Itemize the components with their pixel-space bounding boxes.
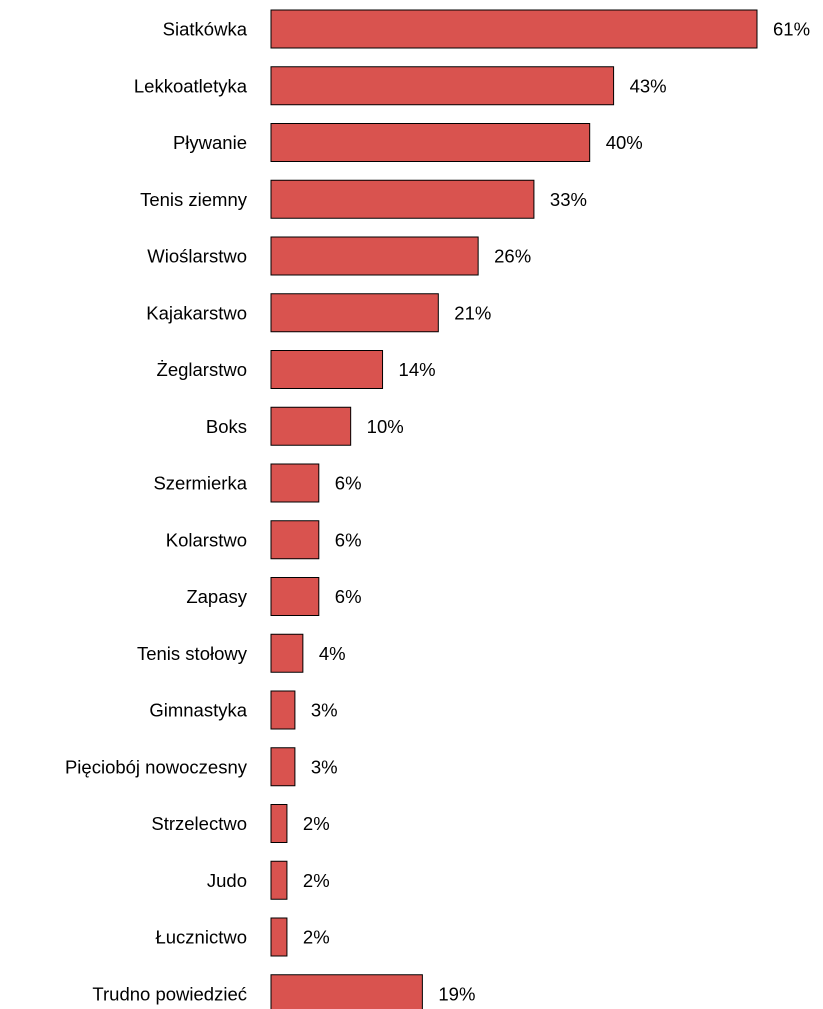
value-label: 2% — [303, 813, 330, 834]
bar — [270, 66, 615, 106]
value-label: 6% — [335, 586, 362, 607]
value-label: 33% — [550, 189, 587, 210]
category-label: Lekkoatletyka — [134, 75, 248, 96]
category-label: Pływanie — [173, 132, 247, 153]
category-labels-group: Siatkówka Lekkoatletyka Pływanie Tenis ziem… — [65, 19, 248, 1005]
value-label: 19% — [438, 983, 475, 1004]
bar — [270, 293, 439, 333]
bar — [270, 520, 320, 560]
category-label: Łucznictwo — [155, 927, 247, 948]
bar — [270, 9, 758, 49]
value-label: 21% — [454, 302, 491, 323]
value-label: 26% — [494, 246, 531, 267]
bar — [270, 236, 479, 276]
category-label: Tenis ziemny — [140, 189, 248, 210]
category-label: Strzelectwo — [151, 813, 247, 834]
bar — [270, 463, 320, 503]
value-label: 10% — [367, 416, 404, 437]
category-label: Tenis stołowy — [137, 643, 248, 664]
category-label: Gimnastyka — [149, 700, 247, 721]
bar — [270, 974, 423, 1009]
value-label: 3% — [311, 700, 338, 721]
bar — [270, 804, 288, 843]
category-label: Siatkówka — [163, 19, 248, 40]
category-label: Judo — [207, 870, 247, 891]
value-label: 4% — [319, 643, 346, 664]
bar — [270, 350, 384, 389]
value-label: 61% — [773, 19, 810, 40]
bar — [270, 690, 296, 730]
value-label: 40% — [606, 132, 643, 153]
bars-group — [270, 9, 758, 1009]
bar — [270, 747, 296, 787]
value-label: 2% — [303, 870, 330, 891]
bar — [270, 123, 591, 162]
bar — [270, 406, 352, 446]
category-label: Pięciobój nowoczesny — [65, 756, 248, 777]
category-label: Zapasy — [186, 586, 247, 607]
value-label: 6% — [335, 473, 362, 494]
value-label: 3% — [311, 756, 338, 777]
bar — [270, 917, 288, 957]
bar — [270, 633, 304, 673]
category-label: Kajakarstwo — [146, 302, 247, 323]
bar — [270, 577, 320, 616]
value-label: 6% — [335, 529, 362, 550]
value-label: 43% — [630, 75, 667, 96]
category-label: Szermierka — [153, 473, 247, 494]
category-label: Boks — [206, 416, 247, 437]
category-label: Żeglarstwo — [157, 359, 247, 380]
value-label: 2% — [303, 927, 330, 948]
value-labels-group: 61% 43% 40% 33% 26% 21% 14% 10% 6% 6% 6% 4% 3% 3% 2% 2%… — [303, 19, 810, 1005]
bar — [270, 179, 535, 219]
value-label: 14% — [399, 359, 436, 380]
category-label: Kolarstwo — [166, 529, 247, 550]
bar — [270, 860, 288, 900]
category-label: Wioślarstwo — [147, 246, 247, 267]
category-label: Trudno powiedzieć — [92, 983, 247, 1004]
